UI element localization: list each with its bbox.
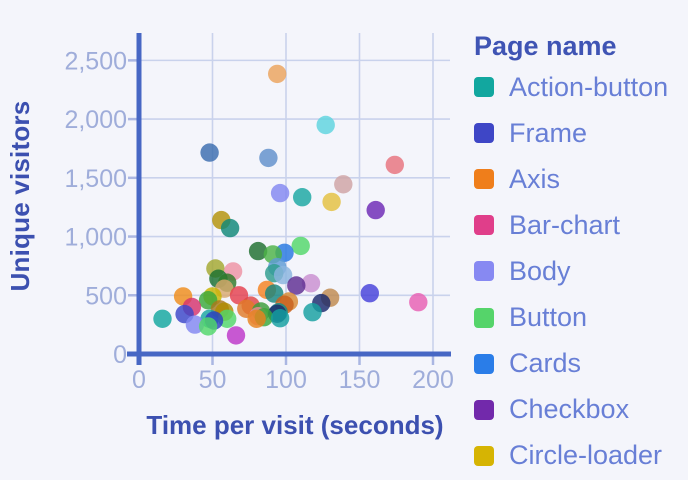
legend-item-axis[interactable]: Axis: [474, 156, 560, 202]
scatter-point[interactable]: [270, 309, 290, 328]
legend-item-circle-loader[interactable]: Circle-loader: [474, 433, 662, 479]
scatter-point[interactable]: [303, 303, 322, 322]
y-axis-title: Unique visitors: [5, 100, 35, 292]
x-tick-label: 0: [132, 366, 146, 394]
scatter-point[interactable]: [273, 265, 293, 285]
legend-item-label: Circle-loader: [509, 440, 663, 471]
legend-swatch-icon: [474, 399, 494, 420]
scatter-point[interactable]: [200, 143, 219, 162]
legend-item-label: Cards: [509, 348, 582, 379]
scatter-point[interactable]: [293, 188, 312, 207]
legend-swatch-icon: [474, 445, 494, 466]
x-tick-label: 150: [339, 366, 381, 394]
x-tick-label: 100: [265, 366, 307, 394]
scatter-plot-canvas: 0 500 1,000 1,500 2,000 2,500 0 50 100 150 200: [64, 33, 454, 394]
legend-item-label: Button: [509, 302, 588, 332]
x-tick-label: 200: [412, 366, 454, 394]
legend-item-body[interactable]: Body: [474, 248, 571, 294]
legend-item-label: Frame: [509, 117, 588, 148]
legend-title: Page name: [474, 31, 617, 61]
scatter-point[interactable]: [268, 64, 287, 84]
legend-item-frame[interactable]: Frame: [474, 110, 587, 156]
legend-item-checkbox[interactable]: Checkbox: [474, 387, 629, 433]
legend-item-cards[interactable]: Cards: [474, 341, 581, 387]
scatter-point[interactable]: [385, 155, 404, 175]
y-tick-label: 2,000: [64, 106, 127, 134]
scatter-point[interactable]: [366, 200, 385, 220]
legend-swatch-icon: [474, 353, 494, 374]
legend-item-label: Bar-chart: [509, 209, 621, 240]
scatter-point[interactable]: [259, 148, 278, 168]
legend-swatch-icon: [474, 169, 494, 190]
legend-item-label: Action-button: [509, 71, 669, 102]
scatter-point[interactable]: [322, 192, 341, 212]
scatter-point[interactable]: [247, 309, 266, 328]
legend-item-bar-chart[interactable]: Bar-chart: [474, 202, 620, 248]
y-tick-label: 500: [85, 282, 127, 310]
legend-item-label: Checkbox: [509, 394, 630, 425]
scatter-point[interactable]: [226, 326, 246, 345]
legend-swatch-icon: [474, 307, 494, 328]
legend-swatch-icon: [474, 215, 494, 236]
scatter-point[interactable]: [409, 293, 428, 312]
scatter-point[interactable]: [198, 317, 218, 336]
y-tick-label: 1,500: [64, 165, 127, 193]
scatter-point[interactable]: [291, 236, 310, 256]
scatter-point[interactable]: [270, 183, 290, 203]
scatter-point[interactable]: [248, 241, 268, 261]
scatter-point[interactable]: [287, 276, 306, 295]
y-tick-label: 2,500: [64, 47, 127, 75]
scatter-point[interactable]: [334, 175, 353, 194]
y-tick-label: 1,000: [64, 224, 127, 252]
legend-item-label: Axis: [509, 163, 561, 194]
scatter-point[interactable]: [316, 115, 335, 135]
scatter-point[interactable]: [360, 284, 379, 303]
scatter-point[interactable]: [220, 218, 240, 238]
legend: Page name Action-button Frame Axis Bar-char…: [474, 0, 688, 480]
legend-item-label: Body: [509, 255, 571, 286]
legend-swatch-icon: [474, 123, 494, 144]
scatter-point[interactable]: [153, 309, 172, 328]
legend-swatch-icon: [474, 77, 494, 97]
scatter-point[interactable]: [301, 274, 321, 293]
x-tick-label: 50: [199, 366, 227, 394]
legend-item-action-button[interactable]: Action-button: [474, 64, 668, 110]
x-axis-title: Time per visit (seconds): [146, 410, 444, 440]
legend-item-button[interactable]: Button: [474, 295, 587, 341]
legend-swatch-icon: [474, 261, 494, 282]
y-tick-label: 0: [113, 341, 127, 369]
